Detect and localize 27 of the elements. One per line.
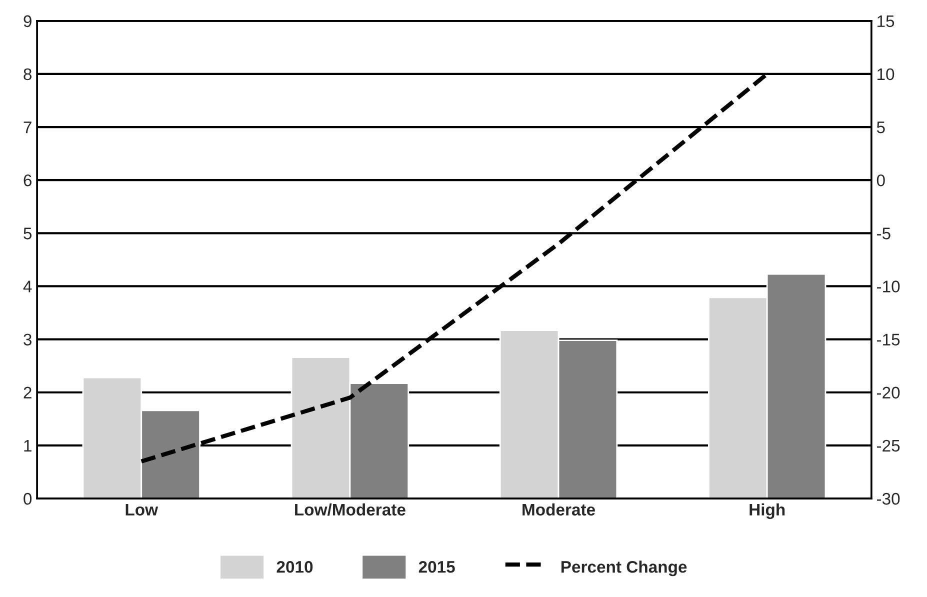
y2-tick-label: -5 — [876, 228, 890, 240]
legend-label: 2010 — [276, 561, 313, 573]
y-tick-label: 5 — [24, 228, 32, 240]
y-tick-label: 2 — [24, 386, 32, 398]
x-tick-label: Low/Moderate — [295, 503, 406, 516]
y-tick-label: 0 — [24, 492, 32, 505]
y2-tick-label: -20 — [876, 386, 900, 399]
x-tick-label: Moderate — [522, 503, 595, 516]
y-tick-label: 9 — [24, 15, 32, 28]
y2-tick-label: 10 — [878, 68, 894, 80]
y-tick-label: 6 — [24, 174, 32, 186]
x-tick-label: Low — [126, 504, 158, 516]
y2-tick-label: 0 — [876, 174, 885, 186]
legend-label: 2015 — [418, 561, 455, 573]
y2-tick-label: -10 — [876, 280, 900, 292]
y2-tick-label: -15 — [876, 334, 900, 346]
y-tick-label: 7 — [24, 122, 32, 134]
y2-tick-label: -30 — [876, 492, 900, 505]
x-tick-label: High — [750, 503, 785, 519]
y2-tick-label: 15 — [878, 15, 894, 28]
y-tick-label: 4 — [23, 280, 32, 292]
y-tick-label: 1 — [24, 440, 32, 452]
y2-tick-label: 5 — [876, 122, 885, 134]
y2-tick-label: -25 — [876, 440, 900, 452]
y-tick-label: 3 — [24, 334, 32, 346]
y-tick-label: 8 — [24, 68, 32, 80]
legend-label: Percent Change — [561, 560, 687, 576]
